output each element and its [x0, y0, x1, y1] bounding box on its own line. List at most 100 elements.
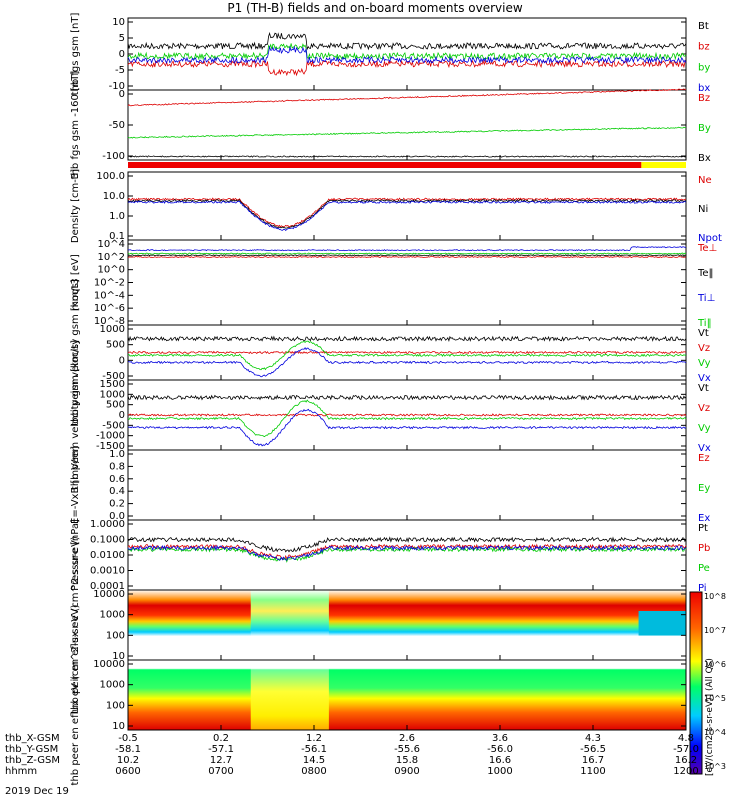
- panel-frame: [127, 17, 687, 91]
- ephemeris-value: -56.5: [580, 744, 606, 755]
- ylabel: Pressure [nPa]: [70, 519, 81, 591]
- ytick-label: -500: [102, 420, 125, 431]
- ytick-label: 10000: [93, 659, 125, 670]
- ylabel: E=-VxB [mV/m]: [70, 446, 81, 524]
- ytick-label: 0: [119, 410, 125, 421]
- legend-Pb: Pb: [698, 543, 710, 554]
- legend-Bt: Bt: [698, 21, 709, 32]
- legend-Bz: Bz: [698, 93, 710, 104]
- legend-bx: bx: [698, 83, 710, 94]
- colorbar-tick-label: 10^7: [704, 626, 726, 635]
- ephemeris-value: -56.0: [487, 744, 513, 755]
- panel-8: 1.0000 0.1000 0.0100 0.0010 0.0001 Pressure […: [70, 519, 710, 594]
- date-label: 2019 Dec 19: [5, 786, 69, 797]
- ytick-label: 10^-6: [94, 303, 125, 314]
- ytick-label: 10^2: [98, 252, 125, 263]
- ytick-label: 0.8: [109, 461, 125, 472]
- ytick-label: 1.0000: [90, 519, 125, 530]
- spectrogram-gap: [250, 660, 329, 730]
- ytick-label: 1000: [100, 610, 125, 621]
- series-Ti⊥-trace: [127, 246, 686, 252]
- legend-Ey: Ey: [698, 483, 710, 494]
- series-Vz-trace: [127, 413, 687, 417]
- legend-Vz: Vz: [698, 343, 710, 354]
- legend-Vx: Vx: [698, 443, 711, 454]
- legend-Npot: Npot: [698, 233, 722, 244]
- series-Vx-trace: [127, 408, 687, 447]
- ephemeris-value: 1200: [673, 766, 699, 777]
- ytick-label: 10^-2: [94, 278, 125, 289]
- legend-Vx: Vx: [698, 373, 711, 384]
- ephemeris-value: 1100: [580, 766, 606, 777]
- colorbar-tick-label: 10^4: [704, 728, 726, 737]
- ephemeris-value: 16.7: [581, 755, 605, 766]
- ephemeris-value: 2.6: [399, 733, 415, 744]
- ytick-label: 10^-8: [94, 316, 125, 327]
- series-bz-trace: [127, 59, 687, 77]
- colorbar-tick-label: 10^8: [704, 592, 726, 601]
- series-Bt-trace: [127, 31, 687, 51]
- series-Vx-trace: [127, 346, 687, 378]
- ytick-label: 10^-4: [94, 290, 125, 301]
- ytick-label: 0.0: [109, 511, 125, 522]
- legend-Pt: Pt: [698, 523, 708, 534]
- ytick-label: 0.1: [109, 231, 125, 242]
- series-Vz-trace: [127, 350, 687, 355]
- ytick-label: 100: [106, 700, 125, 711]
- series-Te‖-trace: [127, 254, 686, 257]
- legend-Vy: Vy: [698, 423, 711, 434]
- panel-frame: [127, 239, 687, 326]
- ylabel: thb peem velocity gsm [km/s]: [70, 340, 81, 490]
- panel-7: 1.00.8 0.60.4 0.20.0 E=-VxB [mV/m] Ez Ey Ex: [70, 446, 710, 524]
- ytick-label: 500: [106, 340, 125, 351]
- ephemeris-value: 4.3: [585, 733, 601, 744]
- ephemeris-value: 0600: [115, 766, 141, 777]
- legend-Bx: Bx: [698, 153, 711, 164]
- panel-frame: [127, 171, 687, 241]
- series-Vt-trace: [127, 335, 687, 343]
- ytick-label: 1.0: [109, 211, 125, 222]
- series-Pi-trace: [127, 544, 687, 561]
- legend-bz: bz: [698, 42, 710, 53]
- series-Vy-trace: [127, 399, 687, 438]
- spectrogram-tail: [638, 611, 686, 636]
- legend-Ti⊥: Ti⊥: [697, 293, 715, 304]
- ytick-label: -1500: [96, 441, 125, 452]
- ytick-label: 0.2: [109, 499, 125, 510]
- ylabel: thb peir en eflux eV (cm^2-s-sr-eV): [70, 536, 81, 714]
- ylabel: thb peer en eflux eV (cm^2-s-sr-eV): [70, 604, 81, 785]
- ytick-label: 100.0: [96, 171, 125, 182]
- ephemeris-value: 14.5: [302, 755, 326, 766]
- panel-4: 10^4 10^2 10^0 10^-210^-4 10^-6 10^-8 moqt3 [e…: [70, 239, 717, 329]
- panel-1: 10 5 0 -5 -10 thb fgs gsm [nT] Bt bz by bx: [70, 13, 710, 96]
- legend-Te‖: Te‖: [697, 268, 714, 279]
- legend-Vy: Vy: [698, 358, 711, 369]
- legend-Ex: Ex: [698, 513, 710, 524]
- ytick-label: 0.0100: [90, 550, 125, 561]
- ephemeris-value: 0900: [394, 766, 420, 777]
- ephemeris-value: 16.2: [674, 755, 698, 766]
- ytick-label: -100: [102, 151, 125, 162]
- ephemeris-value: -58.1: [115, 744, 141, 755]
- series-Ti‖-trace: [127, 252, 687, 255]
- ephemeris-value: -55.6: [394, 744, 420, 755]
- spectrogram-gap: [250, 590, 329, 660]
- ytick-label: 1.0: [109, 449, 125, 460]
- ytick-label: 5: [119, 33, 125, 44]
- series-Te⊥-trace: [127, 255, 687, 259]
- ytick-label: 0.1000: [90, 535, 125, 546]
- ephemeris-value: 4.8: [678, 733, 694, 744]
- ephemeris-value: 15.8: [395, 755, 419, 766]
- ephemeris-value: 12.7: [209, 755, 233, 766]
- status-bar-yellow: [641, 162, 686, 168]
- page-title: P1 (TH-B) fields and on-board moments ov…: [227, 1, 523, 15]
- ytick-label: 1500: [100, 379, 125, 390]
- ytick-label: 0: [119, 89, 125, 100]
- legend-Vt: Vt: [698, 383, 709, 394]
- panel-frame: [127, 324, 687, 381]
- ytick-label: 10^4: [98, 239, 125, 250]
- ephemeris-label: thb_Z-GSM: [5, 755, 60, 766]
- series-bx-trace: [127, 45, 687, 65]
- series-Vt-trace: [127, 394, 687, 401]
